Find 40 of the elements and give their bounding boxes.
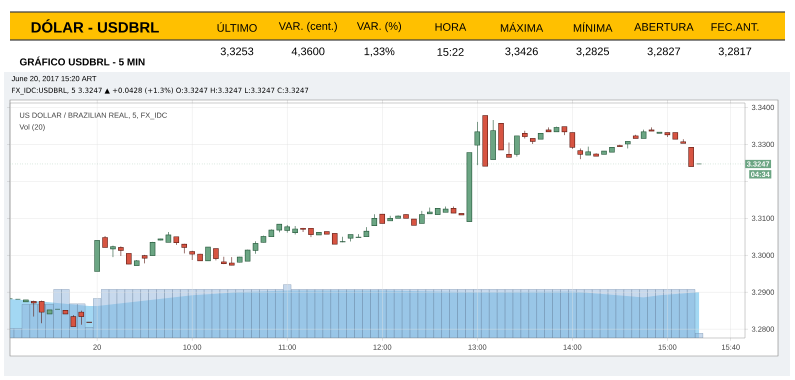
candlestick: [213, 248, 219, 261]
text: 3,2825: [576, 47, 610, 57]
text: 4,3600: [292, 47, 324, 57]
candlestick: [300, 228, 306, 232]
candlestick: [364, 226, 370, 238]
candlestick: [126, 253, 132, 264]
candlestick: [688, 147, 694, 167]
category-label: ABERTURA: [634, 23, 694, 31]
candlestick: [474, 122, 480, 166]
candlestick: [110, 245, 116, 258]
candlestick: [118, 246, 124, 256]
candlestick: [419, 210, 425, 224]
candlestick: [332, 233, 338, 244]
candlestick: [102, 236, 108, 248]
category-label: ÚLTIMO: [218, 22, 257, 32]
candlestick: [514, 136, 520, 157]
category-label: MÁXIMA: [500, 22, 544, 32]
category-label: FEC.ANT.: [712, 23, 758, 31]
candlestick: [577, 148, 584, 160]
category-label: VAR. (%): [356, 22, 402, 32]
text: 15:22: [438, 48, 464, 56]
text: 3,3253: [220, 47, 254, 57]
candlestick: [570, 132, 576, 150]
candlestick: [166, 232, 172, 243]
text: GRÁFICO USDBRL - 5 MIN: [20, 56, 144, 66]
candlestick: [252, 240, 258, 254]
category-label: VAR. (cent.): [278, 22, 337, 32]
category-label: MÍNIMA: [574, 22, 612, 32]
category-label: HORA: [436, 23, 466, 31]
candlestick: [150, 242, 156, 256]
text: 1,33%: [364, 47, 394, 57]
candlestick: [372, 214, 378, 226]
text: 3,2827: [648, 47, 680, 57]
candlestick: [356, 234, 362, 238]
candlestick: [205, 246, 211, 262]
candlestick: [379, 214, 386, 224]
text: 3,3426: [505, 47, 538, 57]
text: 3,2817: [718, 47, 752, 57]
text: DÓLAR - USDBRL: [32, 19, 159, 33]
candlestick: [506, 142, 512, 158]
